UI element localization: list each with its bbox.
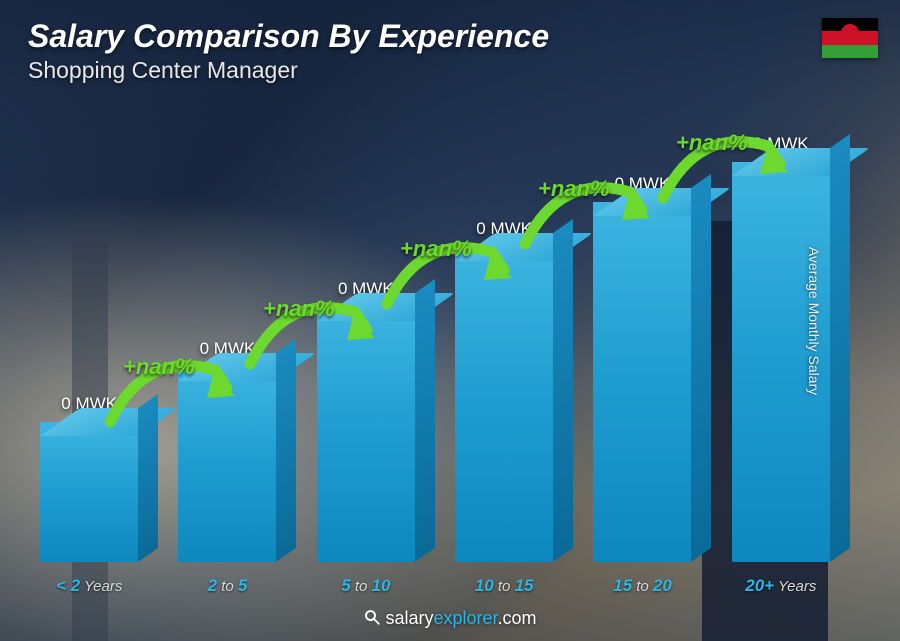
bar-x-label: 5 to 10 bbox=[341, 576, 390, 596]
bar-x-label: 2 to 5 bbox=[208, 576, 248, 596]
bar-3d bbox=[178, 367, 276, 562]
country-flag-malawi bbox=[822, 18, 878, 58]
bar-group-2: 0 MWK5 to 10 bbox=[301, 279, 431, 596]
header: Salary Comparison By Experience Shopping… bbox=[28, 18, 810, 84]
bar-x-label: < 2 Years bbox=[56, 576, 122, 596]
flag-sun-icon bbox=[841, 24, 859, 33]
bar-side-face bbox=[553, 219, 573, 562]
bar-side-face bbox=[830, 134, 850, 562]
footer-brand: salaryexplorer.com bbox=[363, 608, 536, 628]
bar-3d bbox=[40, 422, 138, 562]
bar-side-face bbox=[138, 394, 158, 562]
bar-front-face bbox=[178, 367, 276, 562]
y-axis-label: Average Monthly Salary bbox=[806, 246, 822, 394]
bar-front-face bbox=[455, 247, 553, 562]
bar-x-label: 20+ Years bbox=[745, 576, 816, 596]
bar-3d bbox=[593, 202, 691, 562]
bar-chart: 0 MWK< 2 Years0 MWK2 to 50 MWK5 to 100 M… bbox=[20, 106, 850, 596]
bar-front-face bbox=[40, 422, 138, 562]
bar-side-face bbox=[691, 174, 711, 562]
bar-3d bbox=[317, 307, 415, 562]
chart-subtitle: Shopping Center Manager bbox=[28, 57, 810, 84]
bar-x-label: 10 to 15 bbox=[475, 576, 534, 596]
magnify-icon bbox=[363, 608, 381, 626]
bar-group-0: 0 MWK< 2 Years bbox=[24, 394, 154, 596]
flag-stripe-black bbox=[822, 18, 878, 31]
bar-side-face bbox=[276, 339, 296, 562]
bar-group-3: 0 MWK10 to 15 bbox=[439, 219, 569, 596]
bar-front-face bbox=[593, 202, 691, 562]
footer: salaryexplorer.com bbox=[0, 608, 900, 629]
chart-title: Salary Comparison By Experience bbox=[28, 18, 810, 55]
flag-stripe-green bbox=[822, 45, 878, 58]
bar-front-face bbox=[317, 307, 415, 562]
bar-side-face bbox=[415, 279, 435, 562]
bar-group-1: 0 MWK2 to 5 bbox=[162, 339, 292, 596]
brand-plain: salary bbox=[385, 608, 433, 628]
bar-group-5: 0 MWK20+ Years bbox=[716, 134, 846, 596]
brand-accent: explorer bbox=[433, 608, 497, 628]
bar-group-4: 0 MWK15 to 20 bbox=[577, 174, 707, 596]
bar-3d bbox=[455, 247, 553, 562]
brand-suffix: .com bbox=[498, 608, 537, 628]
bar-x-label: 15 to 20 bbox=[613, 576, 672, 596]
